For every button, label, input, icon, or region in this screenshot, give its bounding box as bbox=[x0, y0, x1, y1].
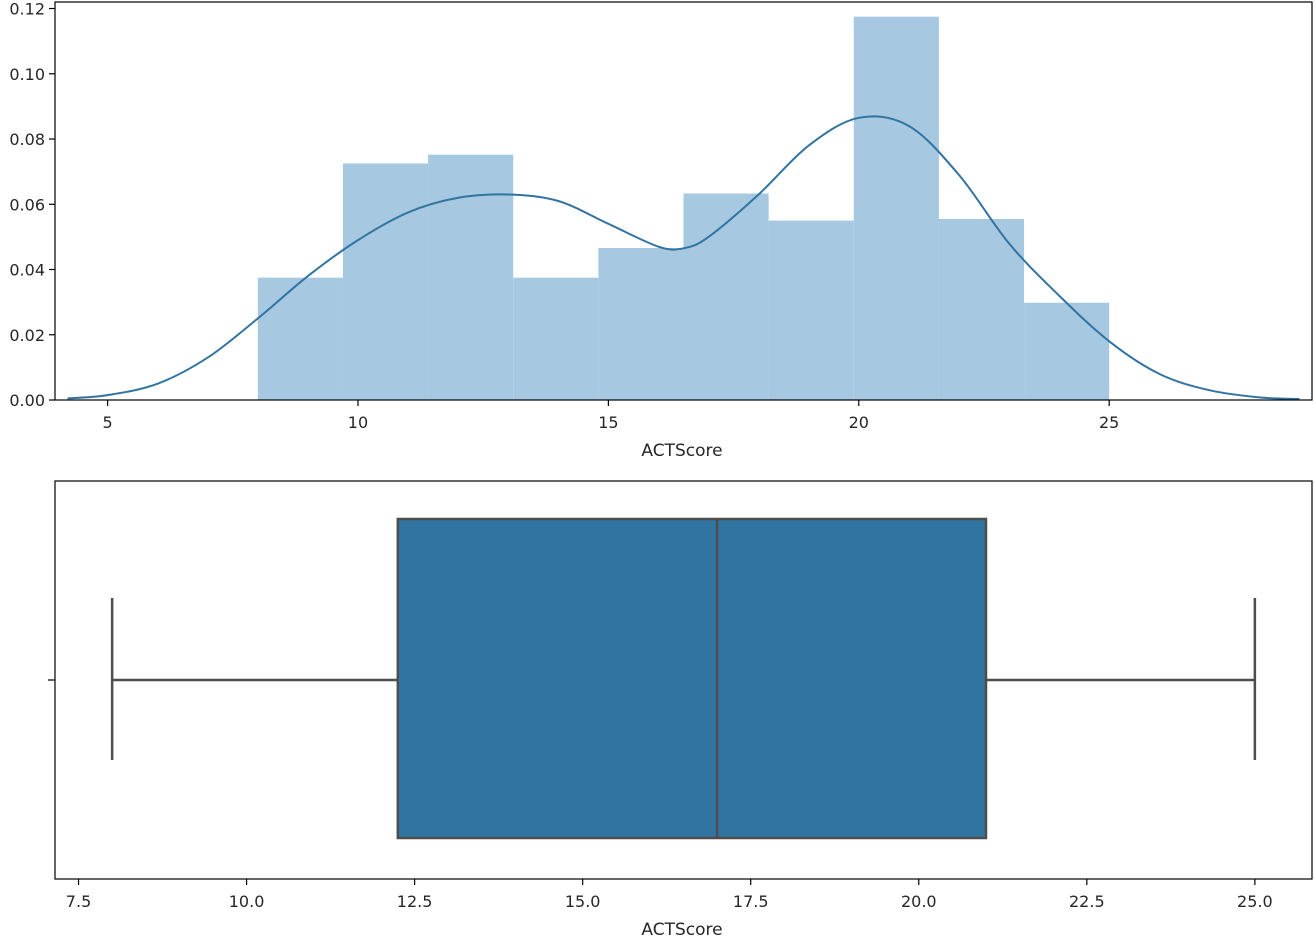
histogram-y-tick-label-6: 0.12 bbox=[9, 0, 45, 19]
histogram-x-tick-label-3: 20 bbox=[849, 413, 869, 432]
histogram-y-tick-label-1: 0.02 bbox=[9, 326, 45, 345]
histogram-x-axis-label: ACTScore bbox=[641, 441, 722, 461]
histogram-y-ticks: 0.00 0.02 0.04 0.06 0.08 0.10 0.12 bbox=[9, 0, 55, 410]
histogram-bar-2 bbox=[428, 154, 514, 400]
boxplot-box bbox=[396, 517, 988, 840]
histogram-y-tick-label-3: 0.06 bbox=[9, 195, 45, 214]
boxplot-x-axis-label: ACTScore bbox=[641, 920, 722, 938]
histogram-x-tick-label-2: 15 bbox=[598, 413, 618, 432]
histogram-x-ticks: 5 10 15 20 25 bbox=[102, 400, 1119, 432]
boxplot-x-tick-label-7: 25.0 bbox=[1237, 892, 1273, 911]
boxplot-x-tick-label-0: 7.5 bbox=[66, 892, 91, 911]
histogram-x-tick-label-4: 25 bbox=[1099, 413, 1119, 432]
boxplot-marks bbox=[110, 517, 1257, 840]
boxplot-x-tick-label-5: 20.0 bbox=[901, 892, 937, 911]
histogram-bar-7 bbox=[853, 16, 939, 400]
histogram-y-tick-label-4: 0.08 bbox=[9, 130, 45, 149]
histogram-y-tick-label-5: 0.10 bbox=[9, 65, 45, 84]
histogram-x-tick-label-0: 5 bbox=[102, 413, 112, 432]
boxplot-x-tick-label-4: 17.5 bbox=[733, 892, 769, 911]
histogram-bar-0 bbox=[257, 277, 343, 400]
histogram-bar-6 bbox=[768, 220, 854, 400]
kde-line bbox=[67, 115, 1300, 401]
histogram-y-tick-label-2: 0.04 bbox=[9, 261, 45, 280]
boxplot-x-tick-label-3: 15.0 bbox=[565, 892, 601, 911]
histogram-subplot: 5 10 15 20 25 0.00 0.02 0.04 0.06 0.08 0.10 0.12 A… bbox=[9, 0, 1313, 461]
boxplot-x-tick-label-1: 10.0 bbox=[229, 892, 265, 911]
histogram-bars bbox=[257, 16, 1110, 400]
boxplot-subplot: 7.5 10.0 12.5 15.0 17.5 20.0 22.5 25.0 ACTScore bbox=[48, 480, 1313, 938]
boxplot-x-ticks: 7.5 10.0 12.5 15.0 17.5 20.0 22.5 25.0 bbox=[66, 879, 1273, 911]
histogram-bar-8 bbox=[938, 218, 1025, 400]
boxplot-x-tick-label-6: 22.5 bbox=[1069, 892, 1105, 911]
histogram-bar-5 bbox=[683, 193, 769, 400]
histogram-bar-3 bbox=[513, 277, 599, 400]
histogram-bar-9 bbox=[1024, 302, 1110, 400]
histogram-x-tick-label-1: 10 bbox=[348, 413, 368, 432]
histogram-bar-1 bbox=[342, 163, 429, 400]
histogram-y-tick-label-0: 0.00 bbox=[9, 391, 45, 410]
histogram-frame bbox=[54, 1, 1313, 401]
boxplot-x-tick-label-2: 12.5 bbox=[397, 892, 433, 911]
histogram-bar-4 bbox=[598, 247, 684, 400]
